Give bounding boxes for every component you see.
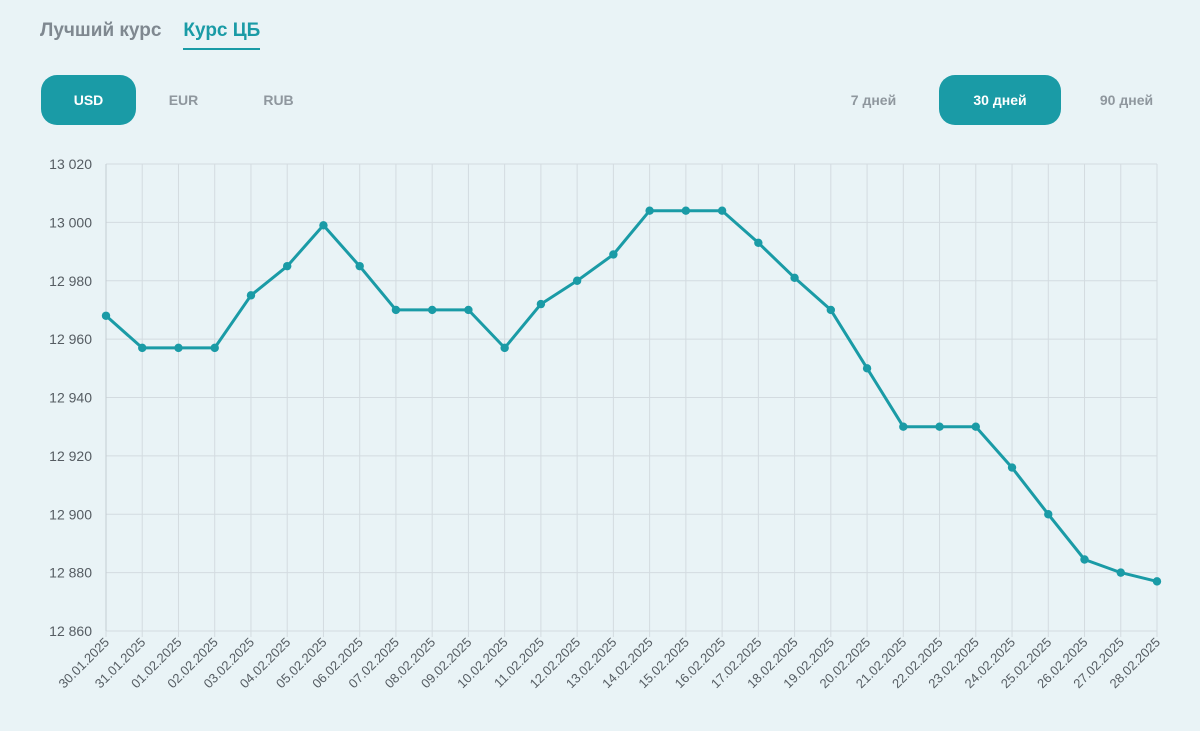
- currency-usd-button[interactable]: USD: [41, 75, 136, 125]
- data-point: [572, 276, 582, 285]
- data-point: [464, 305, 473, 315]
- data-point: [717, 206, 727, 215]
- rate-type-tabs: Лучший курс Курс ЦБ: [40, 20, 261, 50]
- data-point: [246, 291, 256, 300]
- data-point: [645, 206, 654, 215]
- currency-rub-button[interactable]: RUB: [263, 92, 294, 108]
- chart-grid: [105, 163, 1158, 637]
- chart-series: [101, 206, 1162, 586]
- rate-line-chart: 12 860 12 880 12 900 12 920 12 940 12 960 12 9…: [49, 156, 1163, 692]
- data-point: [101, 311, 111, 320]
- y-tick-label: 13 020: [49, 156, 92, 172]
- data-point: [681, 206, 691, 215]
- y-tick-label: 12 880: [49, 565, 92, 581]
- y-tick-label: 12 940: [49, 390, 92, 406]
- currency-eur-button[interactable]: EUR: [168, 92, 199, 108]
- data-point: [1152, 577, 1162, 586]
- data-point: [536, 299, 546, 309]
- data-point: [427, 305, 437, 315]
- currency-selector: USD EUR RUB: [41, 75, 326, 125]
- y-tick-label: 12 860: [49, 623, 92, 639]
- data-point: [1044, 510, 1053, 519]
- x-axis: 30.01.202531.01.202501.02.202502.02.2025…: [55, 635, 1163, 692]
- y-tick-label: 13 000: [49, 214, 92, 230]
- data-point: [283, 261, 292, 271]
- data-point: [355, 261, 364, 271]
- data-point: [826, 305, 836, 315]
- data-point: [391, 305, 401, 315]
- y-tick-label: 12 980: [49, 273, 92, 289]
- data-point: [1007, 463, 1017, 472]
- y-tick-label: 12 960: [49, 331, 92, 347]
- period-selector: 7 дней 30 дней 90 дней: [826, 75, 1192, 125]
- tab-best-rate[interactable]: Лучший курс: [40, 20, 162, 41]
- period-30-days-button[interactable]: 30 дней: [939, 75, 1061, 125]
- data-point: [862, 364, 872, 373]
- data-point: [899, 422, 908, 431]
- tab-central-bank-rate[interactable]: Курс ЦБ: [183, 20, 261, 50]
- y-tick-label: 12 900: [49, 506, 92, 522]
- period-7-days-button[interactable]: 7 дней: [850, 92, 897, 108]
- data-point: [319, 221, 328, 230]
- data-point: [790, 273, 799, 283]
- data-point: [935, 422, 944, 431]
- data-point: [1116, 568, 1125, 577]
- y-tick-label: 12 920: [49, 448, 92, 464]
- y-axis: 12 860 12 880 12 900 12 920 12 940 12 960 12 9…: [49, 156, 92, 639]
- data-point: [971, 422, 980, 431]
- data-point: [174, 343, 183, 353]
- data-point: [138, 343, 147, 353]
- data-point: [1080, 555, 1089, 564]
- data-point: [500, 343, 509, 353]
- period-90-days-button[interactable]: 90 дней: [1099, 92, 1154, 108]
- series-line: [104, 209, 1159, 583]
- data-point: [210, 343, 219, 353]
- data-point: [754, 238, 763, 248]
- data-point: [609, 250, 618, 259]
